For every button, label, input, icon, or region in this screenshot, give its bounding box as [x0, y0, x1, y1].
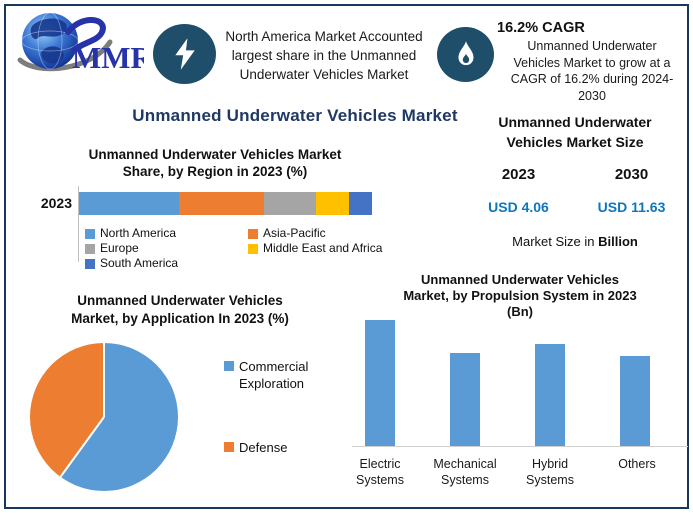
propulsion-chart-title: Unmanned Underwater Vehicles Market, by …	[403, 272, 637, 319]
bar-hybrid-systems	[535, 344, 565, 447]
legend-label: South America	[100, 256, 179, 270]
bar-mechanical-systems	[450, 353, 480, 447]
application-legend: Commercial Exploration Defense	[224, 358, 334, 456]
flame-icon	[458, 40, 473, 65]
market-size-year-2023: 2023	[501, 166, 536, 183]
market-size-year-2030: 2030	[614, 166, 649, 183]
market-size-note-unit: Billion	[598, 234, 638, 249]
market-size-value-2030: USD 11.63	[597, 199, 666, 215]
legend-label: Middle East and Africa	[263, 241, 383, 255]
brand-text: MMR	[72, 40, 144, 75]
legend-swatch	[224, 361, 234, 371]
legend-label: Asia-Pacific	[263, 226, 326, 240]
legend-item: Middle East and Africa	[248, 241, 415, 256]
pie-divider-1	[103, 343, 105, 417]
bar-label-hybrid: Hybrid Systems	[526, 457, 574, 487]
cagr-title: 16.2% CAGR	[497, 20, 585, 36]
bar-others	[620, 356, 650, 447]
market-size-years: 2023 2030	[462, 166, 688, 183]
market-size-note: Market Size in Billion	[462, 234, 688, 249]
legend-item: Commercial Exploration	[224, 358, 334, 392]
lightning-bolt-icon	[174, 38, 195, 70]
market-size-value-2023: USD 4.06	[488, 199, 549, 215]
legend-swatch	[248, 228, 258, 239]
legend-swatch	[85, 258, 95, 269]
bar-label-mechanical: Mechanical Systems	[433, 457, 497, 487]
legend-item: Asia-Pacific	[248, 226, 415, 241]
legend-swatch	[85, 243, 95, 254]
legend-label: Europe	[100, 241, 139, 255]
bar-segment-south-america	[348, 192, 372, 215]
region-chart-title: Unmanned Underwater Vehicles Market Shar…	[88, 147, 342, 179]
legend-item: Europe	[85, 241, 248, 256]
bar-segment-asia-pacific	[178, 192, 264, 215]
page-title: Unmanned Underwater Vehicles Market	[132, 106, 458, 125]
legend-item: North America	[85, 226, 248, 241]
market-size-note-prefix: Market Size in	[512, 234, 599, 249]
market-size-title: Unmanned Underwater Vehicles Market Size	[498, 114, 652, 150]
logo-swoosh-gray	[17, 39, 113, 72]
cagr-block: 16.2% CAGR Unmanned Underwater Vehicles …	[497, 20, 687, 104]
header-highlight-text: North America Market Accounted largest s…	[225, 29, 423, 82]
bar-segment-europe	[263, 192, 317, 215]
legend-item: South America	[85, 256, 248, 271]
legend-swatch	[85, 228, 95, 239]
region-legend: North America Asia-Pacific Europe Middle…	[85, 226, 415, 271]
legend-label: North America	[100, 226, 177, 240]
legend-item: Defense	[224, 439, 334, 456]
cagr-text: Unmanned Underwater Vehicles Market to g…	[510, 39, 674, 103]
highlight-badge	[153, 24, 216, 84]
cagr-badge	[437, 27, 494, 82]
application-pie-wrap	[30, 343, 178, 491]
legend-label: Defense	[239, 440, 288, 455]
bar-segment-middle-east-africa	[316, 192, 349, 215]
bar-electric-systems	[365, 320, 395, 447]
region-stacked-bar	[79, 192, 372, 215]
legend-label: Commercial Exploration	[239, 359, 309, 391]
bar-label-others: Others	[618, 457, 656, 471]
bar-label-electric: Electric Systems	[356, 457, 404, 487]
legend-swatch	[248, 243, 258, 254]
mmr-logo: MMR	[17, 12, 144, 75]
logo-swoosh-blue	[65, 16, 106, 53]
region-axis-label: 2023	[40, 195, 72, 211]
bar-segment-north-america	[79, 192, 179, 215]
legend-swatch	[224, 442, 234, 452]
application-chart-title: Unmanned Underwater Vehicles Market, by …	[71, 293, 289, 326]
market-size-values: USD 4.06 USD 11.63	[462, 199, 688, 215]
region-axis-line	[78, 186, 79, 262]
propulsion-axis-line	[352, 446, 688, 447]
